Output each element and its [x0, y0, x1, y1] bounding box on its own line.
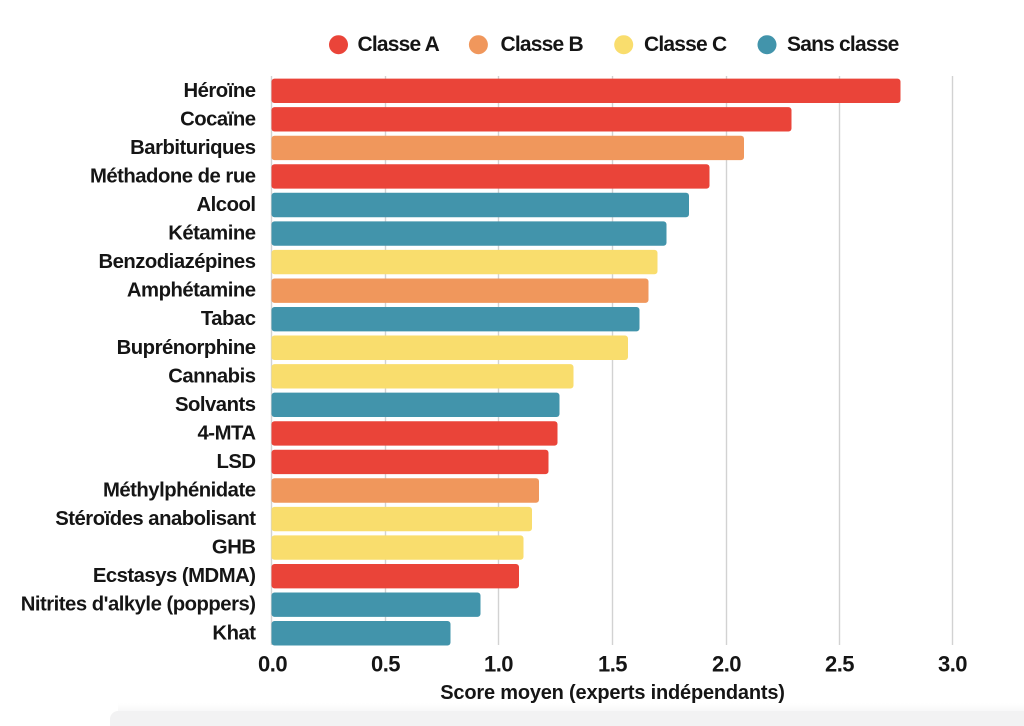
svg-text:Buprénorphine: Buprénorphine: [117, 337, 256, 359]
svg-text:0.0: 0.0: [258, 651, 287, 676]
svg-text:Barbituriques: Barbituriques: [130, 137, 256, 159]
svg-text:GHB: GHB: [212, 537, 256, 559]
svg-text:Cocaïne: Cocaïne: [180, 108, 256, 130]
svg-text:Nitrites d'alkyle (poppers): Nitrites d'alkyle (poppers): [21, 594, 256, 616]
svg-text:Khat: Khat: [212, 622, 256, 644]
svg-text:Méthylphénidate: Méthylphénidate: [103, 480, 256, 502]
svg-text:1.5: 1.5: [598, 651, 627, 676]
svg-text:2.0: 2.0: [712, 651, 741, 676]
svg-text:Classe B: Classe B: [501, 33, 584, 56]
svg-text:Amphétamine: Amphétamine: [127, 280, 256, 302]
svg-text:Solvants: Solvants: [175, 394, 256, 416]
svg-text:Score moyen (experts indépenda: Score moyen (experts indépendants): [440, 682, 784, 704]
svg-text:Méthadone de rue: Méthadone de rue: [90, 165, 256, 187]
svg-text:4-MTA: 4-MTA: [198, 422, 257, 444]
svg-text:Tabac: Tabac: [201, 308, 256, 330]
svg-text:Benzodiazépines: Benzodiazépines: [98, 251, 255, 273]
svg-text:Classe C: Classe C: [644, 33, 727, 56]
svg-text:Stéroïdes anabolisant: Stéroïdes anabolisant: [55, 508, 256, 530]
svg-text:2.5: 2.5: [825, 651, 854, 676]
svg-text:Classe A: Classe A: [358, 33, 440, 56]
svg-text:Cannabis: Cannabis: [168, 365, 256, 387]
svg-text:Héroïne: Héroïne: [183, 80, 255, 102]
svg-text:Sans classe: Sans classe: [787, 33, 899, 56]
svg-text:Kétamine: Kétamine: [168, 223, 256, 245]
svg-text:3.0: 3.0: [938, 651, 967, 676]
svg-text:1.0: 1.0: [484, 651, 513, 676]
svg-text:LSD: LSD: [216, 451, 255, 473]
svg-text:Ecstasys (MDMA): Ecstasys (MDMA): [93, 565, 256, 587]
svg-text:0.5: 0.5: [371, 651, 400, 676]
svg-text:Alcool: Alcool: [197, 194, 256, 216]
